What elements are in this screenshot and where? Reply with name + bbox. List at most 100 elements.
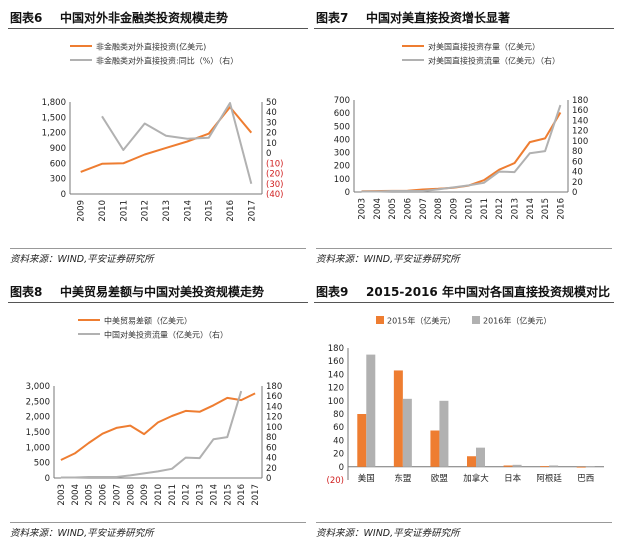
x-tick-label: 2013 xyxy=(196,484,206,506)
x-tick-label: 2015 xyxy=(205,200,215,222)
left-tick-label: 0 xyxy=(339,463,344,473)
left-tick-label: 400 xyxy=(334,135,350,145)
figure-number: 图表8 xyxy=(10,285,43,299)
right-tick-label: 160 xyxy=(266,392,282,402)
left-tick-label: (20) xyxy=(327,476,344,486)
x-tick-label: 2016 xyxy=(237,484,247,506)
x-tick-label: 2007 xyxy=(419,198,429,220)
series-line xyxy=(60,392,256,461)
legend-label: 中美贸易差额（亿美元） xyxy=(104,316,192,326)
right-tick-label: (30) xyxy=(266,180,283,190)
series-line xyxy=(361,104,562,193)
right-tick-label: 20 xyxy=(266,129,277,139)
legend-label: 非金融类对外直接投资:同比（%）（右） xyxy=(96,56,238,66)
left-tick-label: 160 xyxy=(328,357,344,367)
bar xyxy=(512,464,522,467)
x-tick-label: 2009 xyxy=(77,200,87,222)
x-tick-label: 2016 xyxy=(556,198,566,220)
x-tick-label: 2005 xyxy=(388,198,398,220)
figure-title: 中国对外非金融类投资规模走势 xyxy=(60,11,229,25)
left-tick-label: 1,500 xyxy=(42,113,66,123)
figure-title: 2015-2016 年中国对各国直接投资规模对比 xyxy=(366,285,610,299)
x-tick-label: 2006 xyxy=(404,198,414,220)
right-tick-label: 10 xyxy=(266,139,277,149)
right-tick-label: (20) xyxy=(266,170,283,180)
x-tick-label: 2013 xyxy=(162,200,172,222)
x-tick-label: 2015 xyxy=(541,198,551,220)
right-tick-label: 0 xyxy=(572,188,577,198)
left-tick-label: 120 xyxy=(328,384,344,394)
figure-title: 中国对美直接投资增长显著 xyxy=(366,11,511,25)
bar-chart-9: 2015年（亿美元） 2016年（亿美元） 180 160 140 120 100 80 60 4… xyxy=(327,316,604,486)
left-tick-label: 0 xyxy=(45,474,50,484)
panel-chart9: 图表9 2015-2016 年中国对各国直接投资规模对比 2015年（亿美元） 2… xyxy=(314,280,614,539)
x-tick-label: 2009 xyxy=(140,484,150,506)
category-label: 美国 xyxy=(358,473,375,484)
x-tick-label: 2009 xyxy=(449,198,459,220)
left-tick-label: 200 xyxy=(334,162,350,172)
x-tick-label: 2010 xyxy=(98,200,108,222)
x-tick-label: 2011 xyxy=(168,484,178,506)
left-tick-label: 100 xyxy=(334,175,350,185)
left-tick-label: 20 xyxy=(333,450,344,460)
category-label: 日本 xyxy=(504,473,522,484)
right-tick-label: 100 xyxy=(572,137,588,147)
x-tick-label: 2012 xyxy=(495,198,505,220)
panel-chart7: 图表7 中国对美直接投资增长显著 对美国直接投资存量（亿美元） 对美国直接投资流量… xyxy=(314,6,614,265)
right-tick-label: (10) xyxy=(266,159,283,169)
panel-header: 图表6 中国对外非金融类投资规模走势 xyxy=(8,6,308,29)
legend-label: 非金融类对外直接投资(亿美元) xyxy=(96,42,206,52)
category-label: 阿根廷 xyxy=(536,473,562,484)
bar xyxy=(402,398,412,467)
x-tick-label: 2014 xyxy=(183,200,193,222)
bar xyxy=(430,430,440,467)
left-tick-label: 0 xyxy=(345,188,350,198)
right-tick-label: 0 xyxy=(266,474,271,484)
series-line xyxy=(101,102,253,185)
figure-number: 图表6 xyxy=(10,11,43,25)
right-tick-label: 120 xyxy=(266,413,282,423)
left-tick-label: 60 xyxy=(333,423,344,433)
x-tick-label: 2004 xyxy=(71,484,81,506)
source-note: 资料来源：WIND,平安证券研究所 xyxy=(10,248,306,265)
source-note: 资料来源：WIND,平安证券研究所 xyxy=(316,522,612,539)
left-tick-label: 0 xyxy=(61,190,66,200)
series-line xyxy=(361,111,562,193)
left-tick-label: 600 xyxy=(50,159,66,169)
bar xyxy=(393,370,403,467)
line-chart-6: 非金融类对外直接投资(亿美元) 非金融类对外直接投资:同比（%）（右） 1,800 1… xyxy=(42,42,284,222)
bar xyxy=(439,400,449,467)
x-tick-label: 2013 xyxy=(511,198,521,220)
right-tick-label: 0 xyxy=(266,149,271,159)
x-tick-label: 2010 xyxy=(154,484,164,506)
line-chart-8: 中美贸易差额（亿美元） 中国对美投资流量（亿美元）（右） 3,000 2,500 2,0… xyxy=(26,316,283,506)
right-tick-label: 120 xyxy=(572,127,588,137)
source-note: 资料来源：WIND,平安证券研究所 xyxy=(316,248,612,265)
line-chart-7: 对美国直接投资存量（亿美元）对美国直接投资流量（亿美元）（右）700600500… xyxy=(334,42,588,220)
left-tick-label: 1,800 xyxy=(42,98,66,108)
left-tick-label: 140 xyxy=(328,370,344,380)
left-tick-label: 2,500 xyxy=(26,397,50,407)
series-line xyxy=(60,390,243,479)
panel-chart6: 图表6 中国对外非金融类投资规模走势 非金融类对外直接投资(亿美元) 非金融类对外… xyxy=(8,6,308,265)
right-tick-label: 80 xyxy=(266,433,277,443)
x-tick-label: 2003 xyxy=(57,484,67,506)
x-tick-label: 2005 xyxy=(85,484,95,506)
right-tick-label: 30 xyxy=(266,118,277,128)
legend-label: 中国对美投资流量（亿美元）（右） xyxy=(104,330,228,340)
x-tick-label: 2014 xyxy=(209,484,219,506)
x-tick-label: 2016 xyxy=(226,200,236,222)
panel-chart8: 图表8 中美贸易差额与中国对美投资规模走势 中美贸易差额（亿美元） 中国对美投资流… xyxy=(8,280,308,539)
panel-header: 图表9 2015-2016 年中国对各国直接投资规模对比 xyxy=(314,280,614,303)
right-tick-label: 180 xyxy=(572,96,588,106)
x-tick-label: 2012 xyxy=(141,200,151,222)
left-tick-label: 100 xyxy=(328,397,344,407)
right-tick-label: 20 xyxy=(266,464,277,474)
bar xyxy=(467,456,476,467)
left-tick-label: 900 xyxy=(50,144,66,154)
left-tick-label: 3,000 xyxy=(26,382,50,392)
legend-swatch xyxy=(376,316,384,324)
left-tick-label: 1,000 xyxy=(26,443,50,453)
source-note: 资料来源：WIND,平安证券研究所 xyxy=(10,522,306,539)
x-tick-label: 2014 xyxy=(526,198,536,220)
